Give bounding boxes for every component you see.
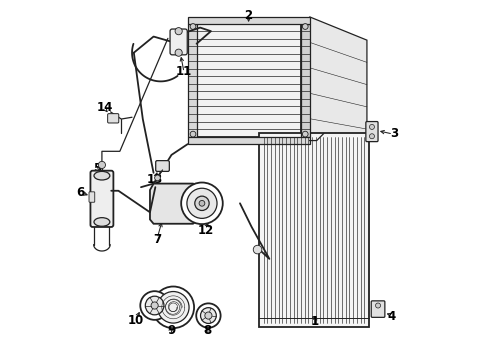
Text: 10: 10 bbox=[127, 314, 144, 327]
FancyBboxPatch shape bbox=[91, 171, 113, 227]
FancyBboxPatch shape bbox=[371, 301, 385, 318]
Circle shape bbox=[200, 308, 216, 323]
FancyBboxPatch shape bbox=[89, 192, 95, 202]
Text: 2: 2 bbox=[245, 9, 253, 22]
Circle shape bbox=[155, 175, 160, 181]
Circle shape bbox=[140, 291, 169, 320]
Circle shape bbox=[151, 302, 158, 309]
Text: 1: 1 bbox=[311, 315, 319, 328]
Circle shape bbox=[187, 188, 217, 219]
Ellipse shape bbox=[94, 171, 110, 180]
Text: 9: 9 bbox=[168, 324, 175, 337]
Text: 14: 14 bbox=[96, 101, 113, 114]
Text: 13: 13 bbox=[147, 173, 163, 186]
Text: 11: 11 bbox=[176, 65, 192, 78]
Polygon shape bbox=[150, 184, 198, 224]
Text: 3: 3 bbox=[390, 127, 398, 140]
Text: 5: 5 bbox=[93, 162, 101, 175]
Text: 7: 7 bbox=[153, 233, 161, 246]
Circle shape bbox=[196, 303, 220, 328]
Circle shape bbox=[253, 245, 262, 254]
Circle shape bbox=[302, 131, 308, 137]
Text: 12: 12 bbox=[197, 224, 214, 237]
Circle shape bbox=[175, 49, 182, 56]
Circle shape bbox=[195, 196, 209, 211]
FancyBboxPatch shape bbox=[108, 114, 119, 123]
Ellipse shape bbox=[94, 218, 110, 226]
Circle shape bbox=[302, 24, 308, 30]
FancyBboxPatch shape bbox=[170, 29, 187, 55]
FancyBboxPatch shape bbox=[366, 122, 378, 141]
Circle shape bbox=[375, 303, 381, 308]
Circle shape bbox=[181, 183, 223, 224]
Bar bbox=[259, 134, 368, 327]
Circle shape bbox=[146, 296, 164, 315]
FancyBboxPatch shape bbox=[156, 161, 170, 171]
Polygon shape bbox=[196, 24, 300, 137]
Circle shape bbox=[98, 161, 105, 168]
Circle shape bbox=[369, 125, 374, 130]
Polygon shape bbox=[188, 24, 196, 137]
Circle shape bbox=[199, 201, 205, 206]
Polygon shape bbox=[300, 24, 310, 137]
Text: 8: 8 bbox=[203, 324, 212, 337]
Circle shape bbox=[205, 312, 212, 319]
Text: 6: 6 bbox=[76, 186, 84, 199]
Text: 4: 4 bbox=[388, 310, 396, 323]
Polygon shape bbox=[188, 137, 310, 144]
Polygon shape bbox=[188, 17, 310, 24]
Circle shape bbox=[157, 292, 189, 323]
Circle shape bbox=[152, 287, 194, 328]
Circle shape bbox=[190, 24, 196, 30]
Polygon shape bbox=[310, 17, 367, 151]
Circle shape bbox=[190, 131, 196, 137]
Circle shape bbox=[175, 28, 182, 35]
Circle shape bbox=[369, 134, 374, 139]
